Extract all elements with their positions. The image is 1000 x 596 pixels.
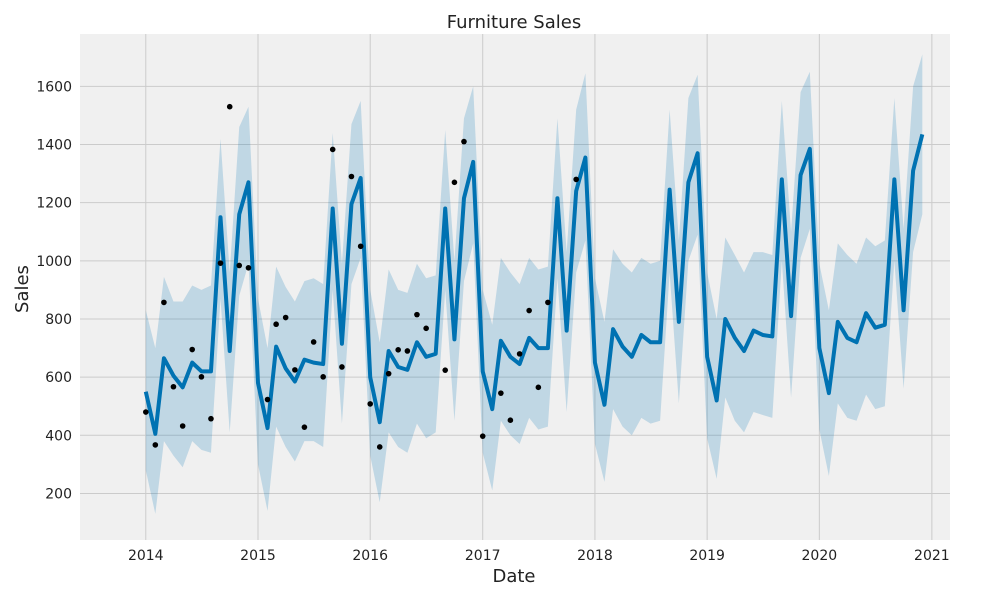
observed-point [282, 314, 289, 321]
observed-point [226, 103, 233, 110]
observed-point [339, 364, 345, 370]
x-tick-label: 2015 [240, 548, 276, 564]
y-tick-label: 600 [45, 370, 72, 386]
uncertainty-band [145, 54, 923, 514]
observed-point [179, 423, 186, 429]
observed-point [414, 311, 420, 318]
x-tick-label: 2019 [689, 548, 725, 564]
observed-point [535, 384, 542, 391]
chart-title: Furniture Sales [447, 12, 581, 33]
y-tick-label: 800 [45, 312, 72, 328]
x-tick-label: 2018 [577, 548, 613, 564]
observed-point [385, 370, 392, 377]
observed-point [208, 415, 214, 422]
observed-point [245, 265, 252, 271]
observed-point [423, 325, 429, 332]
observed-point [451, 179, 458, 186]
x-tick-label: 2020 [802, 548, 838, 564]
observed-point [404, 348, 411, 354]
grid-lines [80, 34, 950, 540]
y-tick-label: 400 [45, 428, 72, 444]
observed-point [367, 401, 374, 407]
x-axis-title: Date [492, 566, 535, 587]
observed-point [292, 367, 298, 373]
observed-point [498, 390, 504, 396]
observed-point [170, 383, 177, 390]
y-tick-label: 1000 [36, 254, 72, 270]
x-tick-label: 2014 [128, 548, 164, 564]
y-axis-title: Sales [12, 265, 33, 313]
y-tick-label: 1400 [36, 138, 72, 154]
observed-point [526, 307, 532, 314]
x-tick-label: 2021 [914, 548, 950, 564]
observed-point [320, 374, 326, 380]
observed-point [479, 433, 486, 439]
observed-point [516, 351, 523, 357]
observed-points [142, 103, 579, 450]
observed-point [236, 262, 243, 269]
observed-point [152, 442, 159, 448]
observed-point [273, 321, 279, 328]
observed-point [217, 260, 224, 266]
observed-point [329, 146, 336, 153]
observed-point [395, 347, 401, 353]
observed-point [310, 339, 317, 345]
observed-point [264, 396, 271, 403]
observed-point [348, 173, 355, 180]
observed-point [442, 367, 449, 373]
observed-point [142, 409, 149, 415]
observed-point [161, 299, 167, 306]
observed-point [376, 444, 383, 450]
x-tick-label: 2016 [352, 548, 388, 564]
observed-point [189, 346, 196, 353]
y-tick-label: 1600 [36, 79, 72, 95]
observed-point [545, 299, 551, 306]
observed-point [573, 176, 579, 183]
observed-point [461, 138, 467, 145]
x-tick-label: 2017 [465, 548, 501, 564]
y-tick-label: 1200 [36, 196, 72, 212]
observed-point [198, 374, 205, 380]
observed-point [357, 243, 364, 250]
observed-point [301, 424, 308, 430]
y-tick-label: 200 [45, 486, 72, 502]
observed-point [507, 417, 514, 423]
forecast-line [143, 133, 925, 436]
